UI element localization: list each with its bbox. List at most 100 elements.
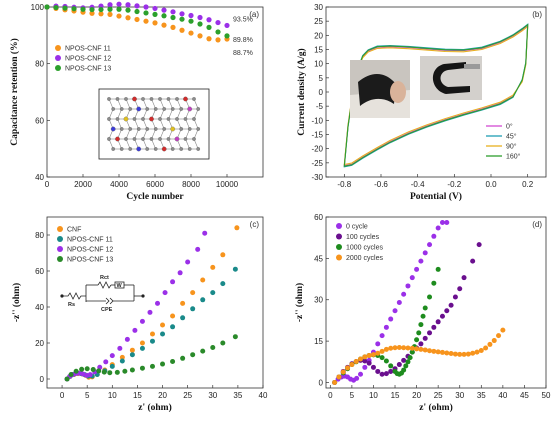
data-point [200,348,206,354]
atom [107,97,111,101]
data-point [177,270,183,276]
data-point [383,371,389,377]
y-tick-label: 0 [40,375,45,384]
data-point [461,275,467,281]
atom [128,107,133,111]
end-value-label: 93.5% [233,16,253,23]
data-point [496,333,502,339]
legend-label: NPOS-CNF 11 [67,237,113,244]
atom [136,106,142,112]
data-point [179,11,185,17]
data-point [143,18,149,24]
data-point [124,336,130,342]
atom [161,146,167,152]
data-point [200,297,206,303]
data-point [202,230,208,236]
y-axis-label: Current density (A/g) [296,48,307,135]
atom [187,147,192,151]
data-point [388,368,394,374]
data-point [422,305,428,311]
data-point [53,4,59,11]
data-point [129,347,135,353]
legend-label: 160° [506,153,521,161]
data-point [439,313,445,319]
legend-marker [336,244,342,250]
data-point [139,365,145,371]
atom [170,126,176,132]
legend-marker [336,254,342,261]
data-point [422,347,428,353]
atom [111,107,116,111]
y-axis-label: -z'' (ohm) [11,283,22,322]
data-point [461,351,467,357]
data-point [407,355,413,361]
legend-label: 0° [506,123,513,131]
data-point [180,355,186,361]
data-point [452,351,458,357]
y-tick-label: 10 [314,60,323,69]
x-tick-label: 5 [85,391,90,400]
data-point [170,14,176,21]
y-tick-label: 60 [35,267,44,276]
data-point [210,345,216,350]
atom [187,106,193,112]
atom [166,97,171,101]
data-point [431,324,437,330]
data-point [392,345,398,351]
data-point [379,333,385,339]
atom [153,107,158,111]
data-point [170,24,176,30]
photo-bent-strip [432,62,470,94]
data-point [388,316,394,322]
x-tick-label: 0 [328,391,333,400]
data-point [414,266,420,272]
legend-label: NPOS-CNF 12 [65,56,111,63]
data-point [332,379,338,385]
x-tick-label: -0.2 [447,180,461,189]
atom [149,137,154,141]
data-point [84,366,90,372]
x-tick-label: 15 [391,391,400,400]
atom [110,126,116,132]
data-point [160,322,166,328]
data-point [336,374,342,380]
atom [170,107,175,111]
y-tick-label: 60 [314,213,323,222]
data-point [414,337,420,343]
atom [132,137,137,141]
legend-label: 90° [506,143,517,151]
legend-label: NPOS-CNF 12 [67,247,113,254]
panel-letter: (b) [532,10,542,19]
plot-frame [325,216,547,389]
circuit-label-rs: Rs [68,302,75,308]
atom [141,117,145,121]
data-point [206,36,212,42]
data-point [396,362,402,368]
data-point [418,341,424,347]
data-point [340,369,346,375]
data-point [375,350,381,356]
data-point [170,324,176,330]
data-point [418,258,424,264]
atom [179,147,184,151]
data-point [116,1,122,7]
photo-clip [464,64,480,69]
atom [119,107,124,111]
legend-label: NPOS-CNF 11 [65,46,111,53]
x-tick-label: 5 [350,391,355,400]
atom [162,107,167,111]
data-point [358,371,364,377]
data-point [435,349,441,355]
data-point [190,352,196,358]
data-point [427,242,433,248]
data-point [392,308,398,314]
data-point [149,363,155,369]
atom [107,117,111,121]
x-tick-label: 50 [542,391,551,400]
x-tick-label: 10000 [216,180,239,189]
data-point [220,252,226,258]
atom [175,117,179,121]
legend-marker [336,233,342,240]
data-point [134,16,140,23]
data-point [362,358,368,364]
